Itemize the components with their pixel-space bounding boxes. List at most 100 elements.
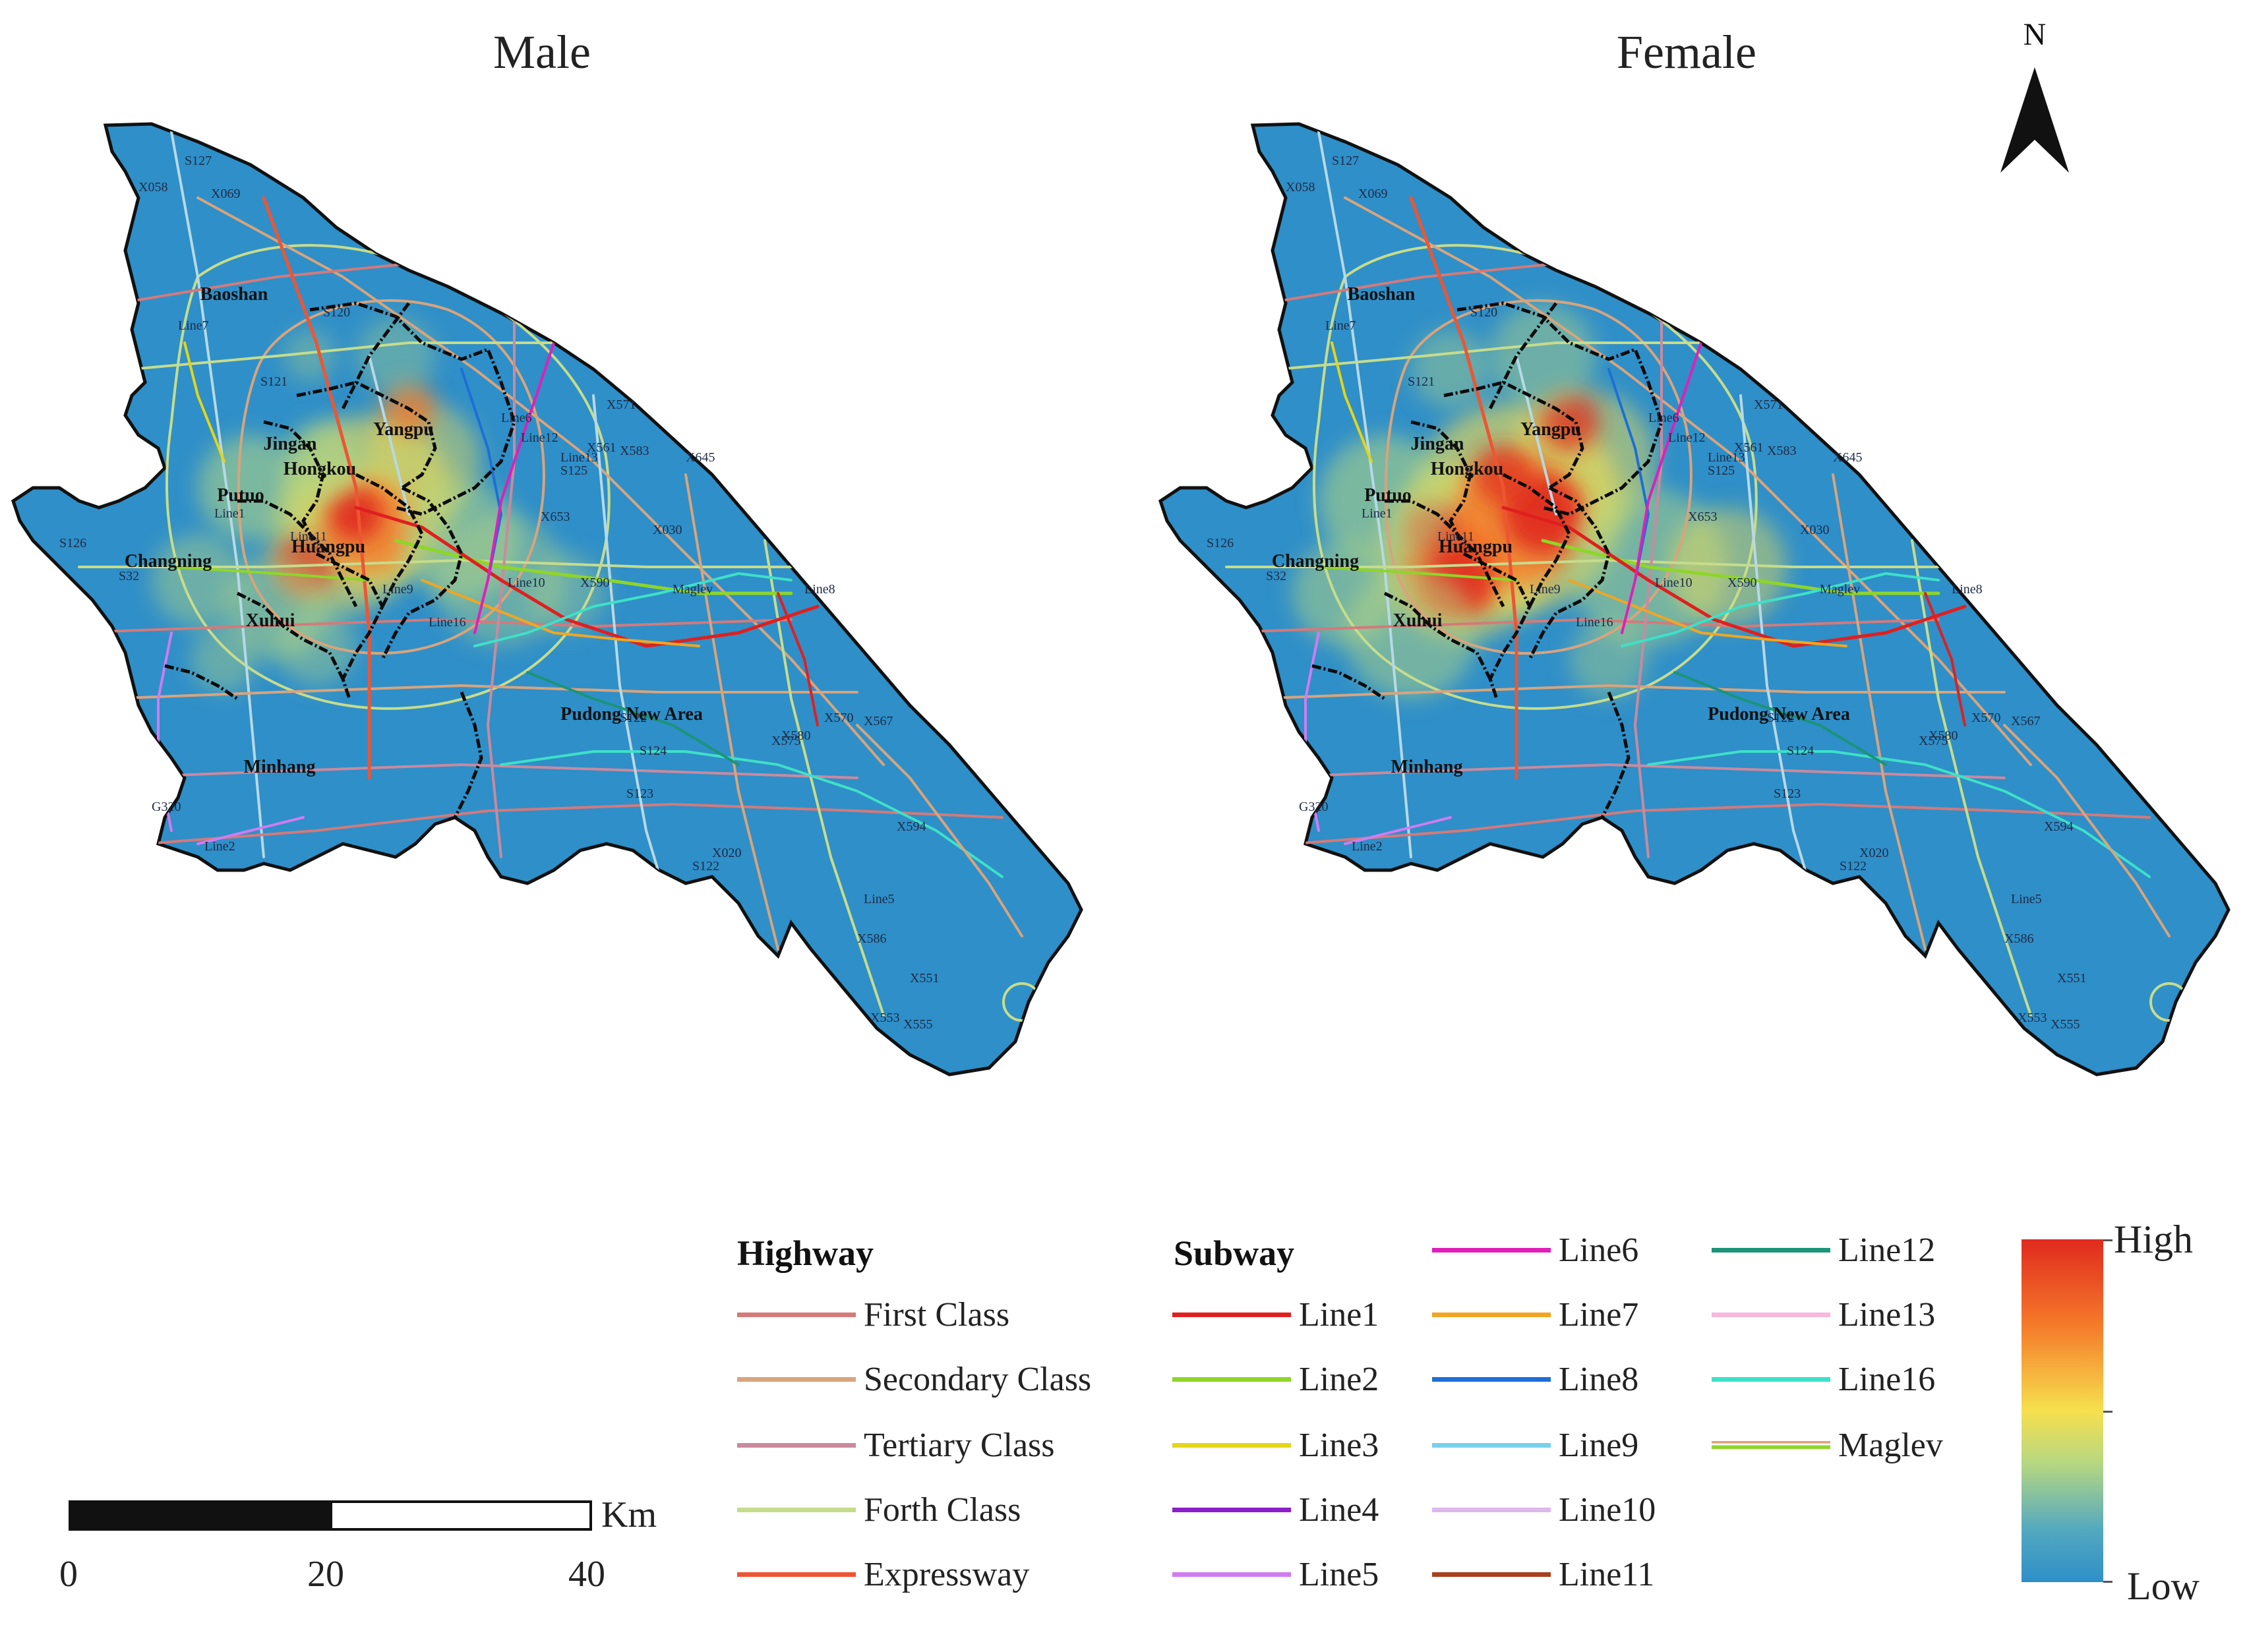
legend-label: Line11 — [1559, 1555, 1655, 1593]
road-label: Maglev — [673, 582, 713, 597]
legend-swatch — [1172, 1376, 1291, 1382]
road-label: Line6 — [1648, 411, 1679, 425]
road-label: S123 — [626, 786, 653, 801]
legend-label: Line5 — [1299, 1555, 1379, 1593]
legend-swatch — [1432, 1572, 1551, 1577]
road-label: X583 — [1767, 444, 1796, 458]
legend-subway-line1: Line1 — [1172, 1295, 1379, 1334]
road-line — [1212, 618, 1940, 634]
road-line — [1317, 566, 1518, 581]
road-label: S32 — [1266, 569, 1286, 583]
ring-road — [237, 299, 545, 655]
road-line — [1621, 341, 1702, 634]
road-label: Line5 — [2011, 892, 2042, 906]
road-label: Line2 — [1352, 839, 1383, 854]
ramp-tick-bottom — [2103, 1581, 2112, 1583]
legend-subway-line4: Line4 — [1172, 1490, 1379, 1529]
road-label: S120 — [1470, 305, 1497, 320]
legend-swatch — [737, 1572, 856, 1577]
road-line — [262, 196, 371, 780]
legend-label: First Class — [864, 1295, 1010, 1334]
road-network-female — [1212, 131, 2189, 1022]
road-label: Line10 — [508, 575, 545, 590]
legend-subway-maglev: Maglev — [1712, 1425, 1943, 1465]
road-label: X020 — [712, 846, 741, 860]
road-label: S121 — [260, 374, 287, 389]
road-line — [1344, 816, 1452, 845]
road-label: X653 — [1688, 510, 1717, 524]
district-boundary — [380, 486, 464, 661]
district-label-yangpu: Yangpu — [373, 419, 434, 440]
road-label: X571 — [1754, 398, 1783, 412]
legend-swatch — [1172, 1442, 1291, 1448]
road-label: X594 — [897, 819, 926, 834]
district-label-huangpu: Huangpu — [1439, 537, 1513, 557]
district-boundary — [309, 301, 516, 516]
road-line — [65, 618, 793, 634]
district-boundary — [1385, 499, 1505, 608]
road-label: Maglev — [1820, 582, 1860, 597]
district-label-yangpu: Yangpu — [1520, 419, 1581, 440]
road-label: S126 — [1207, 536, 1234, 550]
road-line — [144, 803, 1004, 845]
road-label: X030 — [653, 523, 682, 537]
legend-label: Line6 — [1559, 1231, 1639, 1269]
legend-label: Line12 — [1838, 1231, 1936, 1269]
road-line — [500, 750, 1004, 878]
road-label: Line8 — [804, 582, 835, 597]
road-label: X645 — [1833, 450, 1862, 465]
legend-highway-secondary-class: Secondary Class — [737, 1359, 1091, 1399]
road-label: X058 — [138, 180, 167, 194]
legend-subway-line8: Line8 — [1432, 1359, 1638, 1399]
legend-label: Line10 — [1559, 1490, 1656, 1529]
road-label: Line6 — [501, 411, 532, 425]
road-label: S124 — [1787, 744, 1814, 758]
district-label-jingan: Jingan — [264, 434, 317, 454]
district-label-hongkou: Hongkou — [284, 459, 357, 479]
road-line — [777, 592, 819, 726]
district-boundary — [1311, 664, 1386, 701]
road-label: S122 — [1840, 859, 1867, 873]
road-label: X561 — [587, 440, 616, 455]
road-label: S122 — [692, 859, 719, 873]
road-line — [170, 131, 265, 858]
district-boundary — [453, 692, 483, 819]
road-label: X590 — [1727, 575, 1756, 590]
road-line — [104, 763, 858, 779]
district-label-hongkou: Hongkou — [1431, 459, 1504, 479]
road-line — [1647, 750, 2151, 878]
road-label: X590 — [580, 575, 609, 590]
legend-swatch — [1712, 1376, 1830, 1382]
district-label-minhang: Minhang — [1391, 757, 1463, 777]
road-label: Line13 — [1708, 450, 1745, 465]
road-label: Line10 — [1655, 575, 1693, 590]
district-label-baoshan: Baoshan — [200, 284, 268, 305]
road-label: Line9 — [382, 582, 413, 597]
legend-swatch — [1432, 1312, 1551, 1317]
road-label: X653 — [541, 510, 570, 524]
district-label-minhang: Minhang — [244, 757, 316, 777]
road-label: S125 — [1708, 463, 1735, 478]
legend-swatch — [1172, 1507, 1291, 1512]
road-line — [1924, 592, 1966, 726]
legend-label: Line7 — [1559, 1295, 1639, 1334]
road-line — [104, 684, 858, 700]
road-line — [1225, 559, 1973, 568]
road-line — [526, 671, 740, 766]
legend-swatch — [1172, 1312, 1291, 1317]
legend-label: Secondary Class — [864, 1360, 1092, 1398]
road-line — [473, 572, 793, 647]
heat-blob — [284, 330, 336, 382]
district-label-huangpu: Huangpu — [291, 537, 365, 557]
legend-swatch — [737, 1312, 856, 1317]
legend-swatch — [1432, 1376, 1551, 1382]
district-boundary — [1488, 302, 1557, 410]
road-line — [1251, 684, 2006, 700]
road-line — [1409, 196, 1518, 780]
road-label: Line7 — [178, 318, 209, 333]
district-label-baoshan: Baoshan — [1348, 284, 1416, 305]
road-label: X020 — [1859, 846, 1888, 860]
district-label-putuo: Putuo — [217, 485, 264, 506]
